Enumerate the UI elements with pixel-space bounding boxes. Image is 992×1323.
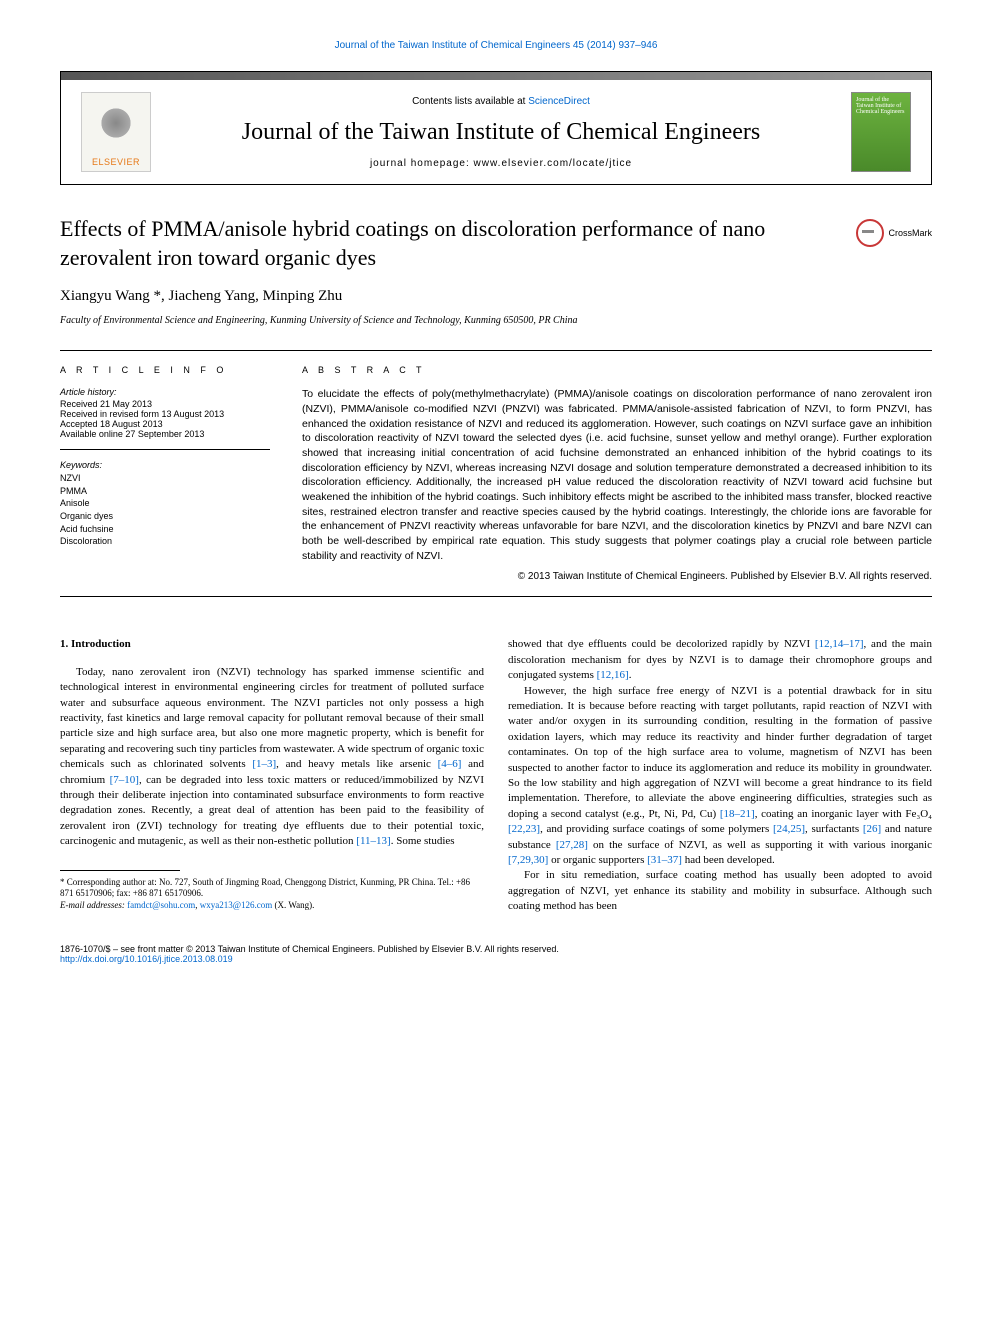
body-text: .	[629, 669, 632, 681]
left-column: 1. Introduction Today, nano zerovalent i…	[60, 637, 484, 914]
email-link[interactable]: famdct@sohu.com	[127, 900, 195, 910]
reference-link[interactable]: [4–6]	[438, 758, 462, 770]
abstract-text: To elucidate the effects of poly(methylm…	[302, 387, 932, 563]
email-label: E-mail addresses:	[60, 900, 127, 910]
body-text: , coating an inorganic layer with Fe₃O₄	[755, 808, 932, 820]
abstract-heading: A B S T R A C T	[302, 365, 932, 375]
corresponding-author-footnote: * Corresponding author at: No. 727, Sout…	[60, 877, 484, 912]
reference-link[interactable]: [1–3]	[252, 758, 276, 770]
crossmark-badge[interactable]: CrossMark	[856, 219, 932, 247]
journal-header-box: ELSEVIER Contents lists available at Sci…	[60, 71, 932, 185]
reference-link[interactable]: [7–10]	[110, 774, 139, 786]
article-title: Effects of PMMA/anisole hybrid coatings …	[60, 215, 836, 272]
section-1-heading: 1. Introduction	[60, 637, 484, 652]
reference-link[interactable]: [11–13]	[356, 835, 390, 847]
journal-cover-thumbnail: Journal of the Taiwan Institute of Chemi…	[851, 92, 911, 172]
history-online: Available online 27 September 2013	[60, 429, 270, 439]
contents-available-line: Contents lists available at ScienceDirec…	[151, 96, 851, 107]
history-received: Received 21 May 2013	[60, 399, 270, 409]
reference-link[interactable]: [7,29,30]	[508, 854, 548, 866]
reference-link[interactable]: [31–37]	[647, 854, 682, 866]
body-text: or organic supporters	[548, 854, 647, 866]
reference-link[interactable]: [12,16]	[597, 669, 629, 681]
keywords-list: NZVI PMMA Anisole Organic dyes Acid fuch…	[60, 472, 270, 548]
keyword: Anisole	[60, 497, 270, 510]
crossmark-label: CrossMark	[888, 228, 932, 238]
reference-link[interactable]: [27,28]	[556, 839, 588, 851]
author-list: Xiangyu Wang *, Jiacheng Yang, Minping Z…	[60, 288, 932, 305]
history-accepted: Accepted 18 August 2013	[60, 419, 270, 429]
right-column: showed that dye effluents could be decol…	[508, 637, 932, 914]
page-footer: 1876-1070/$ – see front matter © 2013 Ta…	[60, 944, 932, 964]
reference-link[interactable]: [18–21]	[720, 808, 755, 820]
publisher-name: ELSEVIER	[92, 157, 140, 167]
body-text: . Some studies	[391, 835, 455, 847]
contents-prefix: Contents lists available at	[412, 96, 528, 107]
keywords-label: Keywords:	[60, 460, 270, 470]
doi-link[interactable]: http://dx.doi.org/10.1016/j.jtice.2013.0…	[60, 954, 233, 964]
history-label: Article history:	[60, 387, 270, 397]
page-container: Journal of the Taiwan Institute of Chemi…	[0, 0, 992, 1004]
history-revised: Received in revised form 13 August 2013	[60, 409, 270, 419]
body-paragraph: showed that dye effluents could be decol…	[508, 637, 932, 683]
elsevier-logo: ELSEVIER	[81, 92, 151, 172]
elsevier-tree-icon	[96, 103, 136, 153]
body-paragraph: However, the high surface free energy of…	[508, 684, 932, 869]
email-link[interactable]: wxya213@126.com	[200, 900, 273, 910]
sciencedirect-link[interactable]: ScienceDirect	[528, 96, 590, 107]
corresponding-author-text: * Corresponding author at: No. 727, Sout…	[60, 877, 484, 900]
article-info-heading: A R T I C L E I N F O	[60, 365, 270, 375]
keyword: PMMA	[60, 485, 270, 498]
issn-copyright-line: 1876-1070/$ – see front matter © 2013 Ta…	[60, 944, 932, 954]
body-paragraph: For in situ remediation, surface coating…	[508, 868, 932, 914]
affiliation: Faculty of Environmental Science and Eng…	[60, 315, 932, 326]
keyword: Acid fuchsine	[60, 523, 270, 536]
body-text: showed that dye effluents could be decol…	[508, 638, 815, 650]
article-info-column: A R T I C L E I N F O Article history: R…	[60, 351, 286, 596]
body-text: , and providing surface coatings of some…	[540, 823, 773, 835]
reference-link[interactable]: [22,23]	[508, 823, 540, 835]
header-gradient-bar	[61, 72, 931, 80]
email-author: (X. Wang).	[272, 900, 314, 910]
body-text: , surfactants	[805, 823, 863, 835]
keyword: NZVI	[60, 472, 270, 485]
body-text: However, the high surface free energy of…	[508, 685, 932, 820]
body-paragraph: Today, nano zerovalent iron (NZVI) techn…	[60, 665, 484, 850]
email-line: E-mail addresses: famdct@sohu.com, wxya2…	[60, 900, 484, 912]
body-text-columns: 1. Introduction Today, nano zerovalent i…	[60, 637, 932, 914]
footnote-separator	[60, 870, 180, 871]
abstract-column: A B S T R A C T To elucidate the effects…	[286, 351, 932, 596]
citation-header: Journal of the Taiwan Institute of Chemi…	[60, 40, 932, 51]
reference-link[interactable]: [26]	[863, 823, 881, 835]
keyword: Discoloration	[60, 535, 270, 548]
reference-link[interactable]: [12,14–17]	[815, 638, 864, 650]
body-text: , and heavy metals like arsenic	[276, 758, 437, 770]
body-text: Today, nano zerovalent iron (NZVI) techn…	[60, 666, 484, 770]
body-text: had been developed.	[682, 854, 775, 866]
keyword: Organic dyes	[60, 510, 270, 523]
journal-homepage-line: journal homepage: www.elsevier.com/locat…	[151, 158, 851, 169]
crossmark-icon	[856, 219, 884, 247]
journal-title: Journal of the Taiwan Institute of Chemi…	[151, 119, 851, 146]
abstract-copyright: © 2013 Taiwan Institute of Chemical Engi…	[302, 571, 932, 582]
reference-link[interactable]: [24,25]	[773, 823, 805, 835]
body-text: on the surface of NZVI, as well as suppo…	[588, 839, 932, 851]
